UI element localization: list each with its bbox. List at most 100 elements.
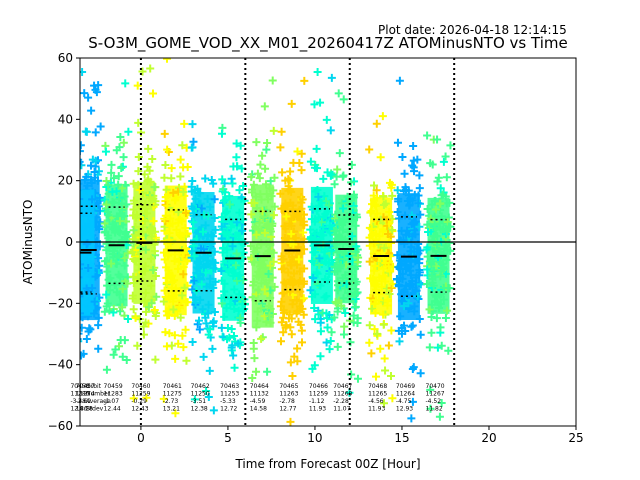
scatter-point [339, 294, 348, 303]
scatter-point [378, 112, 387, 121]
scatter-point [169, 188, 178, 197]
scatter-point [372, 186, 381, 195]
scatter-point [277, 297, 286, 306]
stat-stdev-70463: 12.72 [220, 406, 237, 413]
scatter-point [299, 310, 308, 319]
scatter-point [181, 224, 190, 233]
scatter-point [387, 283, 396, 292]
scatter-point [230, 269, 239, 278]
scatter-group-70469 [392, 76, 425, 423]
scatter-point [401, 183, 410, 192]
scatter-point [252, 138, 261, 147]
scatter-point [204, 330, 213, 339]
scatter-point [423, 131, 432, 140]
scatter-point [423, 205, 432, 214]
scatter-point [161, 328, 170, 337]
scatter-point [84, 93, 93, 102]
scatter-point [264, 302, 273, 311]
scatter-point [116, 335, 125, 344]
x-axis: 0 5 10 15 20 25 [137, 426, 584, 445]
scatter-point [225, 200, 234, 209]
scatter-point [235, 208, 244, 217]
scatter-point [68, 208, 76, 216]
scatter-point [104, 181, 113, 190]
scatter-point [87, 175, 96, 184]
scatter-point [120, 253, 129, 262]
scatter-point [297, 249, 306, 258]
scatter-point [209, 179, 218, 188]
scatter-point [247, 198, 256, 207]
scatter-point [135, 186, 144, 195]
scatter-point [230, 285, 239, 294]
scatter-point [311, 315, 320, 324]
scatter-point [388, 394, 397, 403]
scatter-point [439, 190, 448, 199]
scatter-point [171, 354, 180, 363]
scatter-point [444, 346, 453, 355]
scatter-point [264, 220, 273, 229]
scatter-point [376, 153, 385, 162]
scatter-point [163, 58, 172, 63]
scatter-point [102, 177, 111, 186]
scatter-point [151, 271, 160, 280]
scatter-point [160, 214, 169, 223]
scatter-point [284, 268, 293, 277]
scatter-point [82, 334, 91, 343]
x-tick-label-25: 25 [568, 431, 583, 445]
scatter-point [146, 193, 155, 202]
scatter-point [197, 280, 206, 289]
scatter-point [227, 174, 236, 183]
scatter-point [178, 141, 187, 150]
scatter-point [145, 166, 154, 175]
scatter-point [314, 310, 323, 319]
stat-average-70469: -4.75 [396, 398, 412, 405]
scatter-point [287, 187, 296, 196]
scatter-point [365, 241, 374, 250]
scatter-point [425, 305, 434, 314]
scatter-point [433, 177, 442, 186]
scatter-point [437, 289, 446, 298]
scatter-point [250, 354, 259, 363]
y-tick-label-20: 20 [58, 174, 73, 188]
scatter-point [80, 157, 84, 166]
scatter-point [223, 245, 232, 254]
scatter-point [120, 261, 129, 270]
stat-orbit-70467: 70467 [333, 383, 352, 390]
scatter-point [343, 192, 352, 201]
scatter-point [86, 325, 95, 334]
scatter-point [399, 287, 408, 296]
scatter-point [68, 250, 76, 258]
scatter-point [227, 325, 236, 334]
scatter-point [181, 244, 190, 253]
x-tick-label-15: 15 [394, 431, 409, 445]
scatter-point [428, 236, 437, 245]
scatter-point [204, 300, 213, 309]
scatter-point [372, 230, 381, 239]
scatter-point [235, 290, 244, 299]
scatter-point [446, 141, 455, 150]
scatter-point [159, 297, 168, 306]
scatter-point [353, 213, 362, 222]
scatter-point [129, 226, 138, 235]
scatter-point [260, 285, 269, 294]
scatter-point [221, 209, 230, 218]
scatter-point [228, 242, 237, 251]
scatter-point [408, 397, 417, 406]
scatter-point [105, 286, 114, 295]
scatter-point [431, 205, 440, 214]
scatter-point [251, 192, 260, 201]
scatter-point [182, 230, 191, 239]
scatter-point [218, 175, 227, 184]
scatter-point [90, 167, 99, 176]
stat-orbit-70469: 70469 [396, 383, 415, 390]
scatter-point [293, 147, 302, 156]
scatter-point [343, 227, 352, 236]
scatter-point [394, 197, 403, 206]
stat-orbit-70468: 70468 [368, 383, 387, 390]
scatter-point [300, 210, 309, 219]
scatter-point [230, 305, 239, 314]
scatter-point [264, 247, 273, 256]
scatter-point [425, 343, 434, 352]
scatter-point [94, 81, 103, 90]
scatter-point [152, 292, 161, 301]
